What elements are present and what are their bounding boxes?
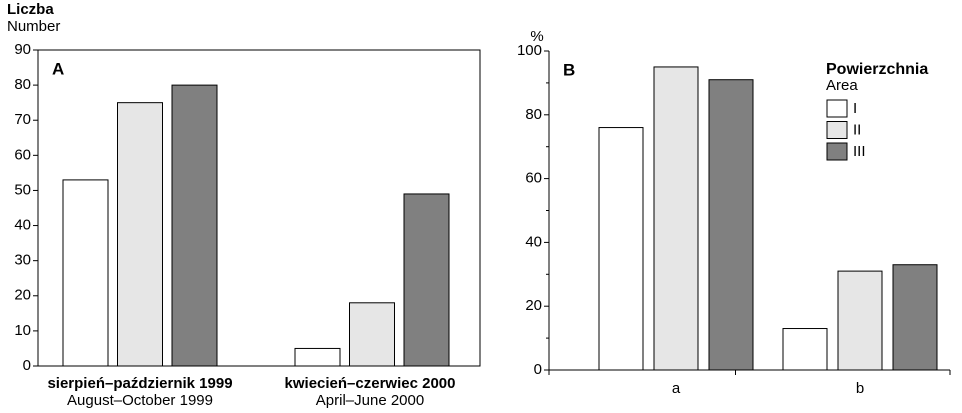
plot-frame — [37, 49, 481, 367]
y-tick-label: 100 — [517, 42, 542, 59]
bar — [837, 270, 883, 371]
y-tick-label: 10 — [14, 322, 31, 339]
y-axis-label: Liczba — [7, 1, 54, 18]
y-tick-label: 0 — [534, 361, 542, 378]
y-tick-label: 80 — [525, 106, 542, 123]
y-axis-label: % — [530, 28, 543, 45]
legend-swatch — [826, 142, 848, 161]
y-axis-label-en: Number — [7, 18, 60, 35]
bar — [349, 302, 395, 367]
legend-label: III — [853, 143, 866, 160]
y-tick-label: 40 — [14, 217, 31, 234]
y-tick-label: 80 — [14, 76, 31, 93]
x-tick-label-en: August–October 1999 — [67, 392, 213, 409]
y-tick-label: 30 — [14, 252, 31, 269]
legend-label: II — [853, 121, 861, 138]
bar — [62, 179, 109, 367]
panel-label: A — [52, 59, 64, 78]
y-tick-label: 20 — [14, 287, 31, 304]
y-tick-label: 40 — [525, 233, 542, 250]
legend-subtitle: Area — [826, 77, 858, 94]
bar — [403, 193, 450, 367]
x-tick-label: kwiecień–czerwiec 2000 — [285, 375, 456, 392]
y-tick-label: 50 — [14, 181, 31, 198]
x-tick-label: b — [856, 380, 864, 397]
legend-title: Powierzchnia — [826, 61, 928, 78]
bar — [653, 66, 699, 371]
x-tick-label: sierpień–październik 1999 — [47, 375, 232, 392]
bar — [708, 79, 754, 371]
panel-label: B — [563, 60, 575, 79]
bar — [598, 127, 644, 371]
y-tick-label: 60 — [525, 170, 542, 187]
bar — [294, 347, 341, 367]
y-tick-label: 0 — [23, 357, 31, 374]
y-tick-label: 70 — [14, 111, 31, 128]
x-tick-label: a — [672, 380, 681, 397]
bar — [892, 264, 938, 371]
legend-swatch — [826, 121, 848, 139]
bar — [782, 328, 828, 371]
y-tick-label: 60 — [14, 146, 31, 163]
legend-label: I — [853, 100, 857, 117]
legend-swatch — [826, 99, 848, 118]
y-tick-label: 90 — [14, 41, 31, 58]
x-tick-label-en: April–June 2000 — [316, 392, 424, 409]
bar — [171, 84, 218, 367]
bar — [117, 102, 163, 367]
y-tick-label: 20 — [525, 297, 542, 314]
